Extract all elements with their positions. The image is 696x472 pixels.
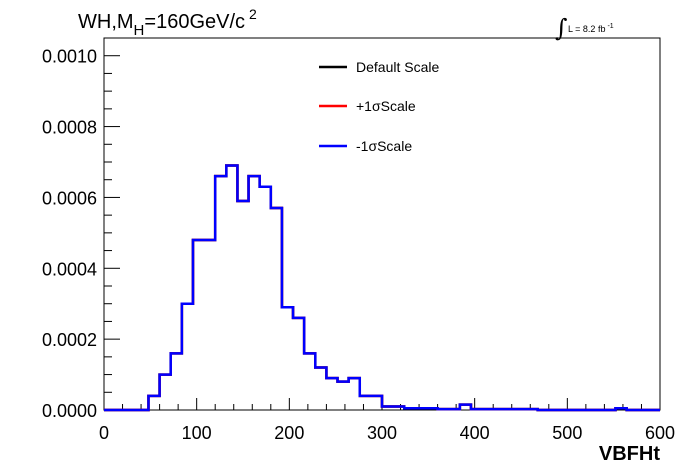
x-tick-label: 200 <box>274 423 304 443</box>
series-layer <box>104 164 660 412</box>
x-tick-label: 400 <box>460 423 490 443</box>
y-tick-label: 0.0006 <box>42 188 97 208</box>
x-axis-label: VBFHt <box>599 443 660 465</box>
legend-label-default-scale: Default Scale <box>356 59 439 75</box>
x-tick-label: 300 <box>367 423 397 443</box>
x-tick-label: 100 <box>182 423 212 443</box>
x-tick-label: 500 <box>552 423 582 443</box>
y-tick-label: 0.0008 <box>42 118 97 138</box>
legend-label-minus-sigma: -1σScale <box>356 138 412 154</box>
lumi-integral-symbol: ∫ <box>555 14 568 42</box>
title-rest: =160GeV/c <box>144 11 245 33</box>
lumi-superscript: -1 <box>607 23 613 30</box>
lumi-label: L = 8.2 fb -1 <box>568 23 614 34</box>
title-superscript: 2 <box>249 6 257 22</box>
y-tick-label: 0.0010 <box>42 47 97 67</box>
y-tick-label: 0.0002 <box>42 330 97 350</box>
x-tick-label: 0 <box>99 423 109 443</box>
plot-frame <box>103 37 661 411</box>
lumi-text: L = 8.2 fb <box>568 24 605 34</box>
x-tick-label: 600 <box>645 423 675 443</box>
title-main: WH,M <box>78 11 134 33</box>
legend-label-plus-sigma: +1σScale <box>356 98 416 114</box>
series-plus-sigma-scale <box>104 164 660 412</box>
y-tick-label: 0.0000 <box>42 401 97 421</box>
plot-title: WH,MH=160GeV/c 2 <box>78 6 257 39</box>
title-subscript: H <box>134 22 145 39</box>
series-minus-sigma-scale <box>104 164 660 412</box>
legend: Default Scale +1σScale -1σScale <box>319 59 439 154</box>
y-tick-label: 0.0004 <box>42 259 97 279</box>
series-default-scale <box>104 164 660 412</box>
